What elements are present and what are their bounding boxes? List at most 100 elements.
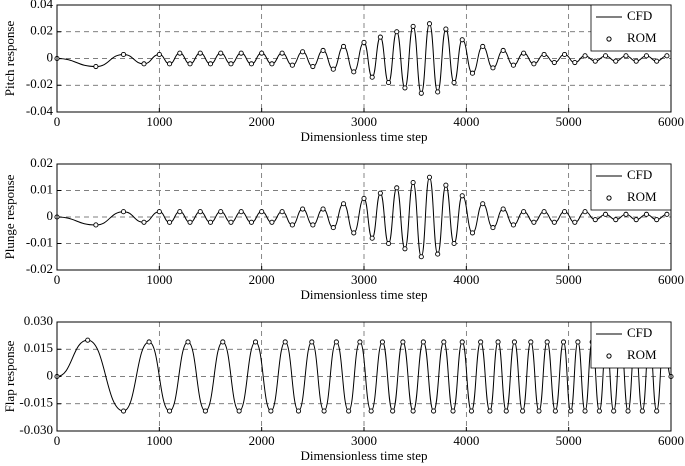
- rom-marker: [664, 211, 670, 217]
- subplot: 0 1000 2000 3000 4000 5000 6000 -0.030 -0.015 0 0.…: [2, 313, 684, 463]
- rom-marker: [236, 408, 242, 414]
- rom-marker: [351, 230, 357, 236]
- rom-marker: [167, 408, 173, 414]
- rom-marker: [120, 51, 127, 58]
- y-tick-label: 0.01: [30, 181, 53, 196]
- rom-marker: [575, 339, 581, 345]
- x-tick-label: 5000: [556, 272, 582, 287]
- rom-marker: [156, 51, 162, 58]
- rom-marker: [252, 339, 259, 345]
- rom-marker: [369, 74, 375, 80]
- rom-marker: [361, 195, 367, 201]
- legend-box: [590, 321, 672, 369]
- rom-marker: [85, 337, 91, 343]
- rom-marker: [528, 339, 534, 345]
- rom-marker: [120, 209, 127, 215]
- y-tick-label: 0: [47, 49, 54, 64]
- rom-marker: [357, 339, 363, 345]
- rom-marker: [572, 59, 578, 66]
- y-tick-label: 0: [47, 367, 54, 382]
- rom-marker: [510, 222, 516, 228]
- y-tick-label: 0: [47, 208, 54, 223]
- rom-marker: [177, 209, 183, 215]
- rom-marker: [269, 219, 275, 225]
- rom-marker: [238, 209, 244, 215]
- legend-label: ROM: [627, 347, 657, 362]
- x-tick-label: 1000: [146, 433, 172, 448]
- rom-marker: [443, 182, 449, 188]
- rom-marker: [418, 254, 424, 260]
- rom-marker: [248, 219, 254, 225]
- subplot: 0 1000 2000 3000 4000 5000 6000 -0.02 -0.01 0 0.01…: [2, 155, 684, 302]
- x-tick-label: 4000: [453, 114, 479, 129]
- rom-marker: [202, 408, 208, 414]
- rom-marker: [582, 209, 588, 215]
- legend-marker: [606, 36, 612, 42]
- rom-marker: [531, 219, 537, 225]
- rom-marker: [568, 408, 574, 414]
- rom-marker: [459, 37, 465, 43]
- x-tick-label: 3000: [351, 272, 377, 287]
- rom-marker: [185, 339, 191, 345]
- rom-marker: [602, 211, 609, 217]
- rom-marker: [503, 408, 509, 414]
- cfd-line: [56, 176, 667, 258]
- rom-marker: [625, 408, 631, 414]
- rom-marker: [420, 339, 426, 345]
- rom-marker: [259, 50, 265, 56]
- rom-marker: [582, 53, 588, 59]
- rom-marker: [480, 201, 486, 207]
- legend-marker: [606, 353, 612, 359]
- rom-marker: [368, 408, 374, 414]
- rom-marker: [351, 69, 357, 75]
- rom-marker: [643, 53, 649, 59]
- rom-marker: [197, 209, 203, 215]
- y-axis-label: Flap response: [2, 340, 17, 412]
- rom-marker: [330, 66, 336, 72]
- rom-marker: [268, 408, 274, 414]
- rom-marker: [520, 408, 526, 414]
- rom-marker: [441, 339, 447, 345]
- legend-marker: [606, 195, 612, 201]
- x-tick-label: 2000: [249, 272, 275, 287]
- x-tick-label: 4000: [453, 433, 479, 448]
- rom-marker: [146, 339, 152, 345]
- rom-marker: [552, 408, 558, 414]
- y-tick-label: -0.030: [19, 422, 53, 437]
- rom-marker: [167, 61, 173, 67]
- rom-marker: [187, 61, 193, 67]
- cfd-line: [56, 23, 667, 94]
- legend-box: [590, 163, 672, 211]
- x-tick-label: 0: [54, 433, 61, 448]
- rom-marker: [611, 408, 617, 414]
- rom-marker: [521, 50, 527, 56]
- x-tick-label: 0: [54, 114, 61, 129]
- rom-marker: [544, 339, 550, 345]
- subplot: 0 1000 2000 3000 4000 5000 6000 -0.04 -0.02 0 0.02…: [2, 0, 684, 144]
- rom-marker: [592, 58, 598, 64]
- rom-marker: [561, 339, 567, 345]
- rom-marker: [664, 53, 670, 59]
- legend-box: [590, 4, 672, 52]
- rom-marker: [310, 222, 316, 228]
- rom-marker: [187, 219, 193, 225]
- rom-marker: [521, 209, 527, 215]
- rom-marker: [469, 70, 476, 76]
- x-tick-label: 1000: [146, 272, 172, 287]
- rom-marker: [259, 209, 265, 215]
- rom-marker: [386, 240, 392, 247]
- x-axis-label: Dimensionless time step: [300, 287, 427, 302]
- rom-marker: [643, 211, 649, 217]
- rom-marker: [435, 251, 441, 257]
- plot-frame: [56, 163, 672, 271]
- rom-marker: [309, 339, 315, 345]
- rom-marker: [613, 58, 619, 64]
- rom-marker: [500, 47, 506, 54]
- x-tick-label: 4000: [453, 272, 479, 287]
- rom-marker: [654, 217, 660, 223]
- rom-marker: [602, 53, 609, 59]
- rom-marker: [478, 339, 484, 345]
- rom-marker: [269, 61, 275, 67]
- legend-label: CFD: [627, 8, 652, 23]
